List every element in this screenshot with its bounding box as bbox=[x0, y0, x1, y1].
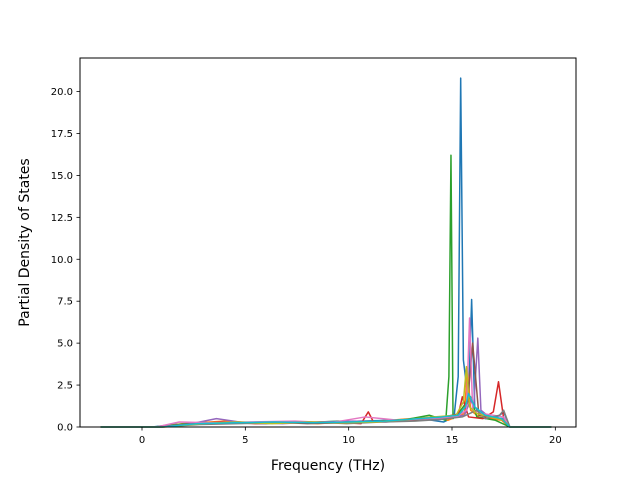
y-axis-label: Partial Density of States bbox=[17, 158, 33, 326]
series-line-4 bbox=[100, 380, 552, 428]
x-tick-label: 0 bbox=[139, 435, 145, 446]
series-layer bbox=[100, 77, 552, 428]
x-axis-label: Frequency (THz) bbox=[271, 458, 385, 474]
y-tick-label: 15.0 bbox=[51, 171, 73, 182]
series-line-10 bbox=[100, 392, 552, 428]
y-tick-label: 0.0 bbox=[57, 423, 73, 434]
x-tick-label: 5 bbox=[242, 435, 248, 446]
series-line-7 bbox=[100, 317, 552, 428]
y-tick-label: 12.5 bbox=[51, 213, 73, 224]
y-tick-label: 20.0 bbox=[51, 87, 73, 98]
y-tick-label: 17.5 bbox=[51, 129, 73, 140]
y-tick-label: 10.0 bbox=[51, 255, 73, 266]
x-tick-label: 20 bbox=[549, 435, 562, 446]
series-line-3 bbox=[100, 154, 552, 428]
series-line-1 bbox=[100, 77, 552, 428]
x-tick-label: 15 bbox=[446, 435, 459, 446]
y-tick-label: 5.0 bbox=[57, 339, 73, 350]
series-line-8 bbox=[100, 409, 552, 428]
plot-frame bbox=[79, 57, 577, 428]
y-tick-label: 7.5 bbox=[57, 297, 73, 308]
y-axis-ticks: 0.0 2.5 5.0 7.5 10.0 12.5 15.0 17.5 20.0 bbox=[51, 87, 80, 434]
y-tick-label: 2.5 bbox=[57, 381, 73, 392]
x-axis-ticks: 0 5 10 15 20 bbox=[139, 427, 562, 446]
x-tick-label: 10 bbox=[342, 435, 355, 446]
